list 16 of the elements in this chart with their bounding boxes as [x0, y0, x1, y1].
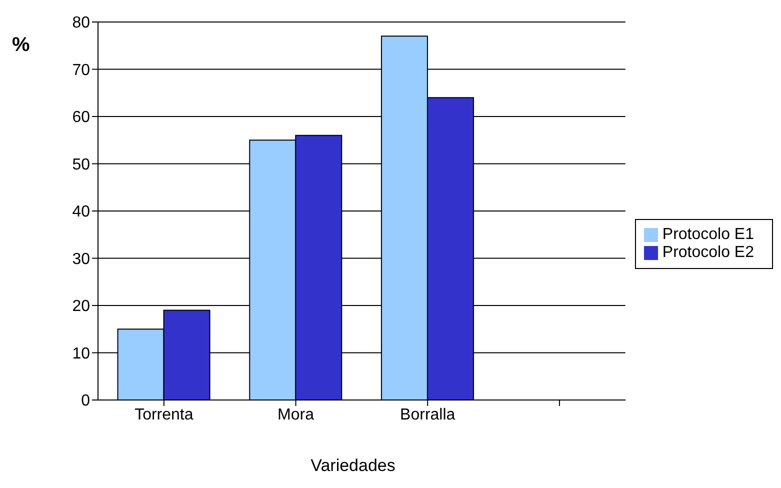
y-tick-label: 40 — [72, 204, 90, 221]
y-tick-label: 0 — [81, 392, 90, 410]
y-tick-label: 20 — [72, 298, 90, 316]
y-tick-label: 30 — [72, 250, 90, 268]
legend-label: Protocolo E2 — [662, 244, 754, 261]
y-axis-title: % — [12, 34, 30, 57]
x-tick-label: Mora — [278, 406, 314, 424]
y-tick-label: 50 — [72, 156, 90, 174]
legend-label: Protocolo E1 — [662, 226, 754, 243]
x-tick-label: Torrenta — [134, 406, 194, 424]
y-tick-label: 70 — [72, 62, 90, 79]
x-tick-label: Borralla — [400, 406, 456, 424]
y-tick-label: 80 — [72, 14, 90, 32]
x-axis-title: Variedades — [310, 456, 396, 476]
y-tick-label: 60 — [72, 109, 90, 126]
y-tick-label: 10 — [72, 345, 90, 362]
